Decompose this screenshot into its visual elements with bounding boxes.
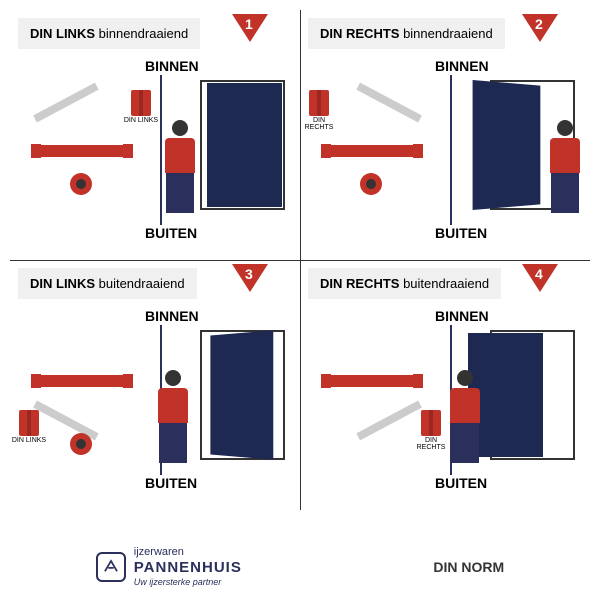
badge-number: 3	[245, 266, 253, 282]
topview-end-left	[321, 374, 331, 388]
topview-end-right	[123, 144, 133, 158]
person-icon	[445, 370, 485, 460]
hinge-icon	[309, 90, 329, 116]
topview-swing	[356, 83, 422, 123]
person-icon	[153, 370, 193, 460]
hinge-icon	[131, 90, 151, 116]
logo-big: PANNENHUIS	[134, 559, 242, 577]
door-sideview	[175, 80, 285, 220]
topview-end-right	[413, 144, 423, 158]
label-inside: BINNEN	[145, 58, 199, 74]
panel-title: DIN RECHTS binnendraaiend	[308, 18, 505, 49]
panel-3: DIN LINKS buitendraaiend 3 BINNEN BUITEN…	[10, 260, 300, 510]
topview-swing	[33, 83, 99, 123]
door-sideview	[465, 330, 575, 470]
person-body-icon	[165, 138, 195, 173]
label-inside: BINNEN	[435, 308, 489, 324]
hinge-icon	[19, 410, 39, 436]
title-bold: DIN LINKS	[30, 26, 95, 41]
door-panel	[207, 83, 282, 207]
topview-person-head-icon	[366, 179, 376, 189]
person-head-icon	[557, 120, 573, 136]
panel-2: DIN RECHTS binnendraaiend 2 BINNEN BUITE…	[300, 10, 590, 260]
title-rest: binnendraaiend	[399, 26, 492, 41]
hinge-label: DIN LINKS	[9, 437, 49, 444]
person-body-icon	[158, 388, 188, 423]
panel-title: DIN RECHTS buitendraaiend	[308, 268, 501, 299]
topview-person-head-icon	[76, 439, 86, 449]
topview-swing	[356, 400, 422, 440]
door-topview: DIN RECHTS	[315, 105, 435, 205]
panel-title: DIN LINKS buitendraaiend	[18, 268, 197, 299]
footer: ijzerwaren PANNENHUIS Uw ijzersterke par…	[0, 546, 600, 588]
topview-door	[35, 375, 125, 387]
label-outside: BUITEN	[435, 475, 487, 491]
badge-number: 2	[535, 16, 543, 32]
person-head-icon	[457, 370, 473, 386]
person-icon	[160, 120, 200, 210]
company-logo: ijzerwaren PANNENHUIS Uw ijzersterke par…	[96, 546, 242, 588]
topview-end-left	[321, 144, 331, 158]
hinge-label: DIN LINKS	[121, 117, 161, 124]
door-sideview	[465, 80, 575, 220]
topview-door	[35, 145, 125, 157]
logo-tagline: Uw ijzersterke partner	[134, 577, 242, 588]
logo-text: ijzerwaren PANNENHUIS Uw ijzersterke par…	[134, 546, 242, 588]
person-legs-icon	[166, 173, 194, 213]
person-head-icon	[165, 370, 181, 386]
title-rest: binnendraaiend	[95, 26, 188, 41]
title-bold: DIN RECHTS	[320, 276, 399, 291]
title-rest: buitendraaiend	[95, 276, 185, 291]
topview-person-head-icon	[76, 179, 86, 189]
person-legs-icon	[159, 423, 187, 463]
person-icon	[545, 120, 585, 210]
badge-number: 4	[535, 266, 543, 282]
label-outside: BUITEN	[145, 225, 197, 241]
din-norm-label: DIN NORM	[433, 559, 504, 575]
center-divider	[450, 75, 452, 225]
panel-4: DIN RECHTS buitendraaiend 4 BINNEN BUITE…	[300, 260, 590, 510]
logo-small: ijzerwaren	[134, 546, 242, 559]
person-body-icon	[550, 138, 580, 173]
topview-swing	[33, 400, 99, 440]
topview-end-right	[413, 374, 423, 388]
title-bold: DIN LINKS	[30, 276, 95, 291]
badge-number: 1	[245, 16, 253, 32]
person-head-icon	[172, 120, 188, 136]
hinge-label: DIN RECHTS	[299, 117, 339, 131]
label-inside: BINNEN	[145, 308, 199, 324]
din-norm-infographic: DIN LINKS binnendraaiend 1 BINNEN BUITEN…	[0, 0, 600, 600]
panel-1: DIN LINKS binnendraaiend 1 BINNEN BUITEN…	[10, 10, 300, 260]
topview-end-right	[123, 374, 133, 388]
panel-title: DIN LINKS binnendraaiend	[18, 18, 200, 49]
title-bold: DIN RECHTS	[320, 26, 399, 41]
door-topview: DIN RECHTS	[315, 355, 435, 455]
topview-door	[325, 145, 415, 157]
label-outside: BUITEN	[145, 475, 197, 491]
person-legs-icon	[451, 423, 479, 463]
door-panel	[210, 330, 273, 459]
door-panel	[473, 80, 541, 210]
hinge-icon	[421, 410, 441, 436]
door-topview: DIN LINKS	[25, 105, 145, 205]
topview-door	[325, 375, 415, 387]
label-inside: BINNEN	[435, 58, 489, 74]
person-body-icon	[450, 388, 480, 423]
title-rest: buitendraaiend	[399, 276, 489, 291]
label-outside: BUITEN	[435, 225, 487, 241]
horizontal-divider	[10, 260, 590, 261]
topview-end-left	[31, 374, 41, 388]
door-topview: DIN LINKS	[25, 355, 145, 455]
door-sideview	[175, 330, 285, 470]
logo-icon	[96, 552, 126, 582]
person-legs-icon	[551, 173, 579, 213]
topview-end-left	[31, 144, 41, 158]
